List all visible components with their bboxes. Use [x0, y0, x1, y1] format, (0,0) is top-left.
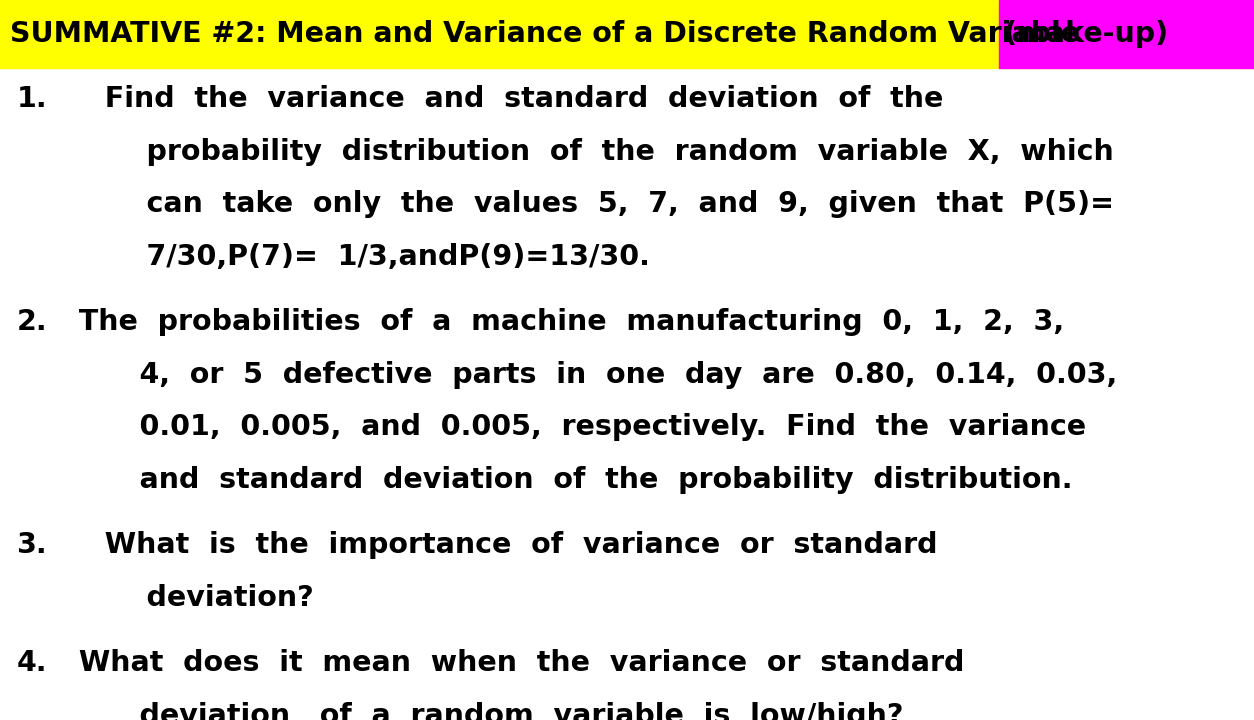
- Text: What  is  the  importance  of  variance  or  standard: What is the importance of variance or st…: [85, 531, 938, 559]
- Text: and  standard  deviation  of  the  probability  distribution.: and standard deviation of the probabilit…: [100, 466, 1073, 494]
- Text: 4,  or  5  defective  parts  in  one  day  are  0.80,  0.14,  0.03,: 4, or 5 defective parts in one day are 0…: [100, 361, 1117, 389]
- Text: What  does  it  mean  when  the  variance  or  standard: What does it mean when the variance or s…: [69, 649, 964, 678]
- Text: Find  the  variance  and  standard  deviation  of  the: Find the variance and standard deviation…: [85, 85, 944, 113]
- Text: 0.01,  0.005,  and  0.005,  respectively.  Find  the  variance: 0.01, 0.005, and 0.005, respectively. Fi…: [100, 413, 1086, 441]
- Text: can  take  only  the  values  5,  7,  and  9,  given  that  P(5)=: can take only the values 5, 7, and 9, gi…: [107, 190, 1114, 218]
- Text: 3.: 3.: [16, 531, 46, 559]
- Text: deviation?: deviation?: [107, 584, 314, 612]
- Text: 2.: 2.: [16, 308, 46, 336]
- Bar: [999, 0, 1254, 68]
- Text: SUMMATIVE #2: Mean and Variance of a Discrete Random Variable: SUMMATIVE #2: Mean and Variance of a Dis…: [10, 20, 1090, 48]
- Text: 7/30,P(7)=  1/3,andP(9)=13/30.: 7/30,P(7)= 1/3,andP(9)=13/30.: [107, 243, 650, 271]
- Text: 4.: 4.: [16, 649, 46, 678]
- Text: The  probabilities  of  a  machine  manufacturing  0,  1,  2,  3,: The probabilities of a machine manufactu…: [69, 308, 1065, 336]
- Text: probability  distribution  of  the  random  variable  X,  which: probability distribution of the random v…: [107, 138, 1114, 166]
- Text: 1.: 1.: [16, 85, 46, 113]
- Bar: [0, 0, 1254, 68]
- Text: deviation   of  a  random  variable  is  low/high?: deviation of a random variable is low/hi…: [100, 702, 904, 720]
- Text: (make-up): (make-up): [1003, 20, 1169, 48]
